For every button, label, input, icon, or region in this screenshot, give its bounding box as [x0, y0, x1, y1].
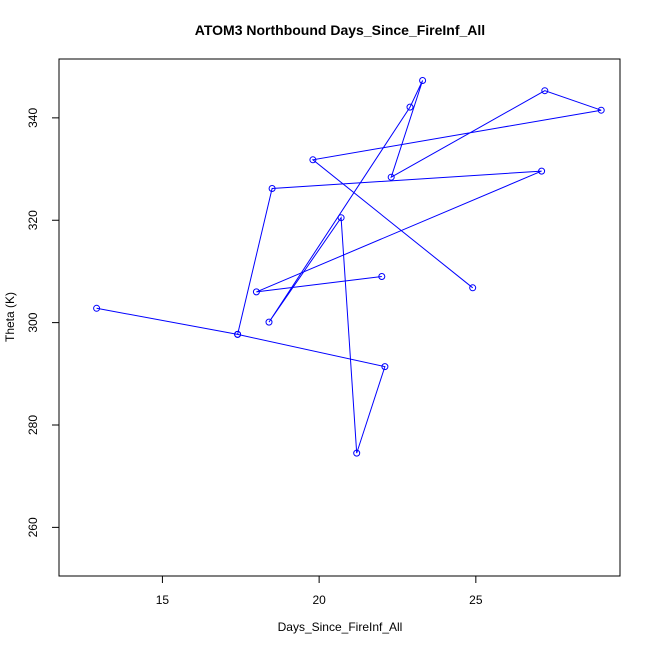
x-tick-label: 20 — [312, 593, 326, 607]
data-point — [93, 304, 101, 312]
series-line — [96, 80, 602, 454]
data-point — [234, 330, 242, 338]
data-point — [597, 106, 605, 114]
x-tick-label: 25 — [469, 593, 483, 607]
data-point — [538, 167, 546, 175]
y-axis-label: Theta (K) — [3, 292, 17, 342]
y-axis: 260 280 300 320 340 — [26, 108, 59, 537]
data-point — [541, 87, 549, 95]
data-point — [387, 173, 395, 181]
data-point — [268, 185, 276, 192]
data-point — [419, 77, 427, 84]
series-line — [237, 170, 542, 335]
data-point — [265, 318, 273, 326]
plot-area — [58, 58, 621, 577]
y-tick-label: 320 — [26, 210, 40, 230]
data-point — [381, 363, 389, 371]
data-point — [337, 214, 345, 222]
y-tick-label: 300 — [26, 312, 40, 332]
x-tick-label: 15 — [156, 593, 170, 607]
x-axis-label: Days_Since_FireInf_All — [278, 620, 403, 634]
y-tick-label: 340 — [26, 108, 40, 128]
chart-title: ATOM3 Northbound Days_Since_FireInf_All — [195, 22, 485, 38]
data-point — [353, 449, 361, 457]
y-tick-label: 260 — [26, 517, 40, 537]
data-point — [406, 103, 414, 111]
y-tick-label: 280 — [26, 415, 40, 435]
data-point — [309, 156, 317, 164]
data-point — [252, 288, 260, 296]
data-point — [469, 284, 477, 292]
data-point — [378, 273, 386, 280]
series-layer — [93, 77, 605, 457]
x-axis: 15 20 25 — [156, 576, 483, 607]
